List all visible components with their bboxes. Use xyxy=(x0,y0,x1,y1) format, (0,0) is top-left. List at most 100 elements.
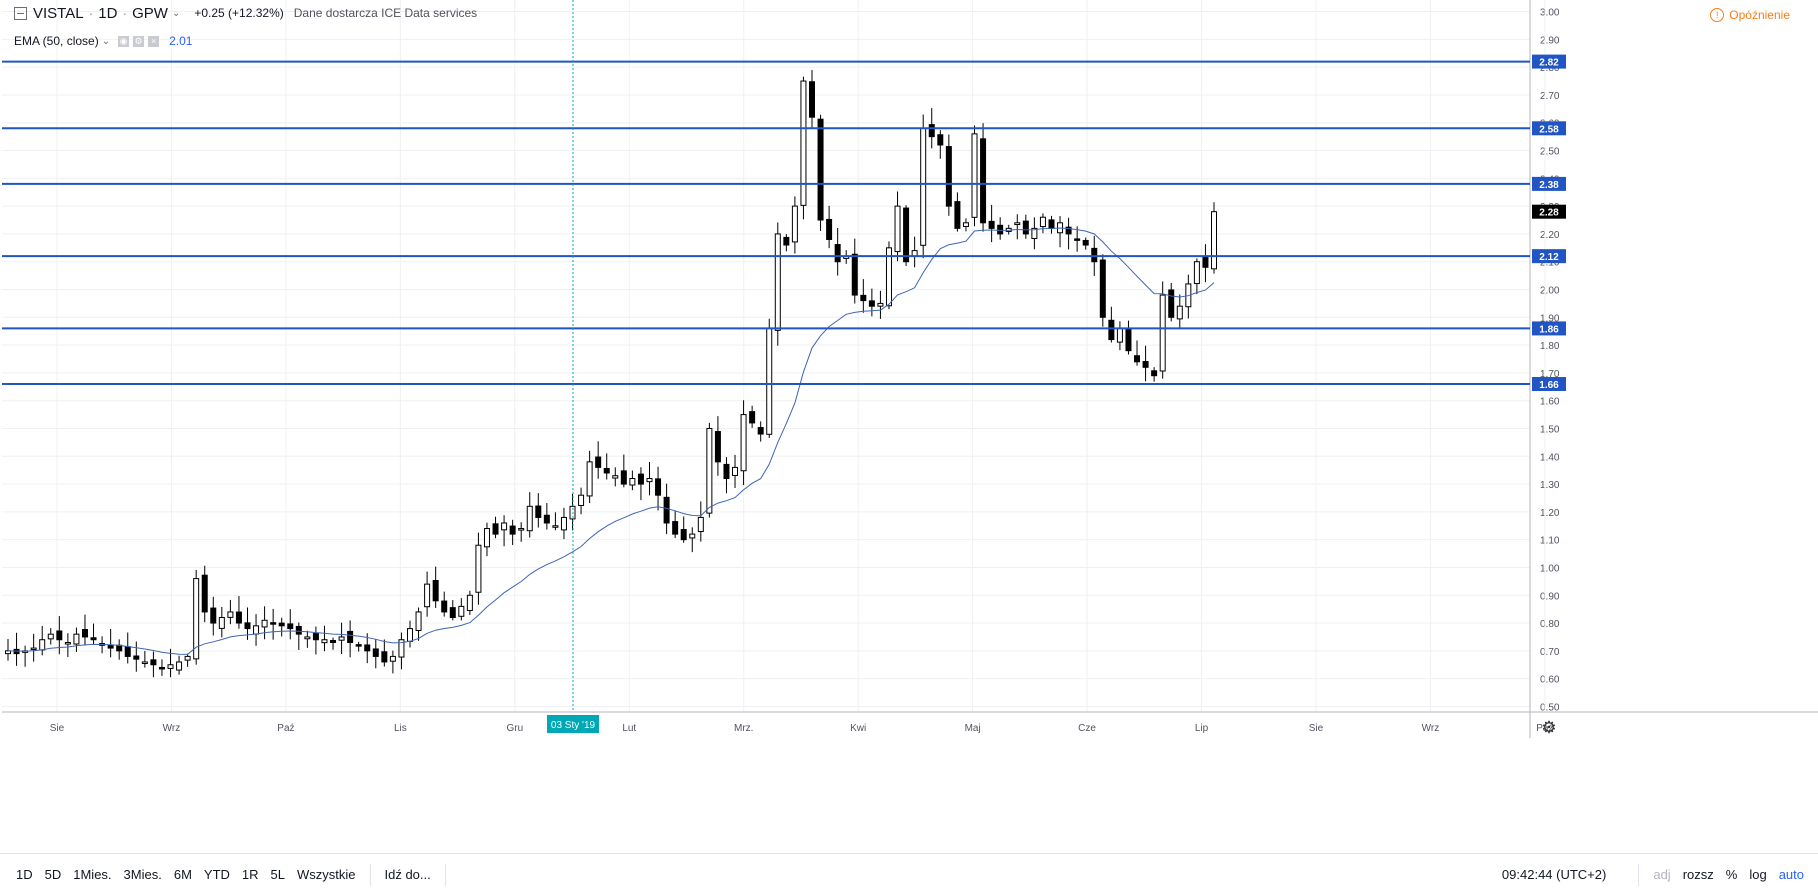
level-price-tag xyxy=(1532,321,1566,336)
close-icon[interactable]: × xyxy=(148,35,160,47)
collapse-icon[interactable] xyxy=(14,6,27,20)
range-button[interactable]: 1R xyxy=(241,867,259,882)
level-price-tag xyxy=(1532,377,1566,392)
exchange-label[interactable]: GPW xyxy=(132,4,168,22)
candle-body xyxy=(868,300,875,307)
candle-body xyxy=(73,633,80,645)
goto-button[interactable]: Idź do... xyxy=(384,867,431,882)
candle-body xyxy=(244,622,251,630)
candle-body xyxy=(227,611,234,618)
candle-body xyxy=(364,644,371,652)
candle-body xyxy=(338,636,345,641)
y-tick-label: 1.60 xyxy=(1540,397,1560,408)
toolbar-divider xyxy=(369,863,371,886)
candle-body xyxy=(885,247,892,307)
candle-body xyxy=(1142,361,1149,368)
candle-body xyxy=(526,505,533,532)
range-button[interactable]: 5D xyxy=(44,867,62,882)
eye-icon[interactable]: ◉ xyxy=(118,35,130,47)
candle-body xyxy=(945,146,952,207)
symbol-name[interactable]: VISTAL xyxy=(33,4,84,22)
candle-body xyxy=(740,414,747,472)
candle-body xyxy=(962,222,969,227)
y-tick-label: 1.00 xyxy=(1540,563,1560,574)
candle-body xyxy=(415,611,422,631)
candle-body xyxy=(39,639,46,651)
chart-header: VISTAL · 1D · GPW ⌄ +0.25 (+12.32%) Dane… xyxy=(0,0,477,26)
candle-body xyxy=(680,529,687,541)
log-toggle[interactable]: log xyxy=(1749,867,1767,882)
level-price-tag xyxy=(1532,249,1566,264)
range-button[interactable]: YTD xyxy=(203,867,230,882)
candle-body xyxy=(826,218,833,240)
candle-body xyxy=(646,478,653,483)
candle-body xyxy=(749,411,756,424)
chevron-down-icon[interactable]: ⌄ xyxy=(171,7,181,19)
header-separator: · xyxy=(88,5,94,21)
candle-body xyxy=(1048,219,1055,229)
candle-body xyxy=(637,473,644,485)
auto-toggle[interactable]: auto xyxy=(1778,867,1804,882)
range-button[interactable]: 3Mies. xyxy=(123,867,162,882)
candle-body xyxy=(90,637,97,641)
settings-icon[interactable]: ⚙ xyxy=(133,35,145,47)
candle-body xyxy=(56,630,63,641)
extended-toggle[interactable]: rozsz xyxy=(1682,867,1714,882)
candle-body xyxy=(304,636,311,640)
candle-body xyxy=(586,461,593,497)
candle-body xyxy=(270,622,277,625)
y-tick-label: 1.90 xyxy=(1540,313,1560,324)
candle-body xyxy=(150,659,157,666)
range-button[interactable]: Wszystkie xyxy=(297,867,356,882)
candle-body xyxy=(1099,259,1106,318)
candle-body xyxy=(483,528,490,548)
x-tick-label: Sie xyxy=(50,723,65,734)
candle-body xyxy=(928,124,935,138)
delay-label: Opóźnienie xyxy=(1729,8,1790,22)
candle-body xyxy=(809,81,815,118)
indicator-label[interactable]: EMA (50, close) xyxy=(14,34,99,48)
candle-body xyxy=(1211,211,1217,270)
range-button[interactable]: 1D xyxy=(16,867,33,882)
range-button[interactable]: 6M xyxy=(173,867,192,882)
candle-body xyxy=(560,516,567,531)
delay-notice[interactable]: ! Opóźnienie xyxy=(1710,8,1790,22)
candle-body xyxy=(158,666,165,670)
candle-body xyxy=(1202,257,1209,268)
x-tick-label: Lut xyxy=(622,723,636,734)
candle-body xyxy=(441,600,448,613)
chevron-down-icon[interactable]: ⌄ xyxy=(101,35,111,47)
candle-body xyxy=(1193,261,1200,285)
interval-label[interactable]: 1D xyxy=(98,4,118,22)
y-tick-label: 2.10 xyxy=(1540,258,1560,269)
candle-body xyxy=(1159,294,1166,372)
ema-line xyxy=(7,227,1215,655)
x-tick-label: Lip xyxy=(1195,723,1209,734)
candle-body xyxy=(783,236,790,246)
candle-body xyxy=(466,594,473,611)
clock[interactable]: 09:42:44 (UTC+2) xyxy=(1501,867,1607,882)
level-price-label: 2.12 xyxy=(1539,252,1559,263)
y-tick-label: 1.40 xyxy=(1540,452,1560,463)
candle-body xyxy=(64,642,71,645)
candle-body xyxy=(355,644,362,647)
gear-icon[interactable]: ⚙ xyxy=(1541,718,1557,737)
range-button[interactable]: 1Mies. xyxy=(73,867,112,882)
candle-body xyxy=(449,607,456,618)
candle-body xyxy=(1091,247,1098,263)
candle-body xyxy=(612,475,619,479)
x-tick-label: Kwi xyxy=(850,723,866,734)
price-change: +0.25 (+12.32%) xyxy=(194,6,284,20)
candle-body xyxy=(672,521,679,535)
candle-body xyxy=(774,233,781,331)
range-button[interactable]: 5L xyxy=(270,867,285,882)
percent-toggle[interactable]: % xyxy=(1725,867,1738,882)
candle-body xyxy=(407,628,413,642)
y-tick-label: 2.00 xyxy=(1540,286,1560,297)
candle-body xyxy=(1022,220,1029,235)
adj-toggle[interactable]: adj xyxy=(1653,867,1671,882)
candle-body xyxy=(509,525,516,535)
y-tick-label: 3.00 xyxy=(1540,8,1560,19)
candle-body xyxy=(851,253,858,296)
